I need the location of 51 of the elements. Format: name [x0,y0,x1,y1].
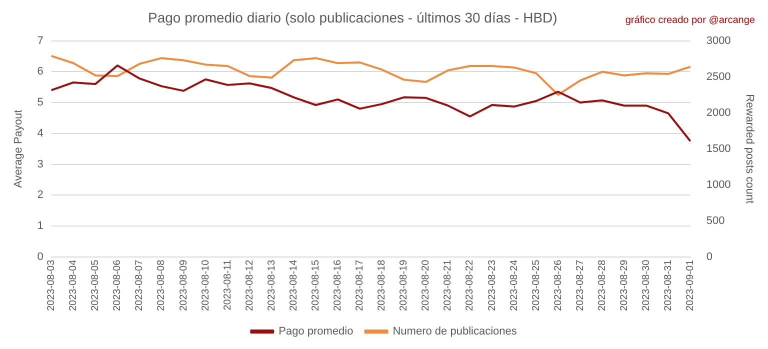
x-tick-label: 2023-08-09 [178,259,190,312]
x-tick-label: 2023-08-25 [530,259,542,312]
x-tick-label: 2023-08-14 [288,259,300,312]
x-tick-label: 2023-08-29 [618,259,630,312]
y-tick-label: 6 [37,66,44,78]
y-tick-label: 4 [37,127,44,140]
x-tick-label: 2023-08-27 [574,259,586,312]
y-tick-label: 2 [37,189,44,202]
y-axis-title: Average Payout [12,110,25,188]
x-tick-label: 2023-08-16 [332,259,344,312]
x-tick-label: 2023-09-01 [685,259,696,312]
y-tick-label: 5 [37,96,44,109]
x-tick-label: 2023-08-12 [244,259,256,312]
x-tick-label: 2023-08-19 [398,259,410,312]
x-tick-label: 2023-08-10 [200,259,212,312]
y2-tick-label: 1500 [706,142,731,155]
x-tick-label: 2023-08-24 [508,259,520,312]
x-tick-label: 2023-08-04 [68,259,80,312]
x-tick-label: 2023-08-22 [464,259,476,312]
y-tick-label: 3 [37,158,44,170]
x-tick-label: 2023-08-31 [663,259,674,312]
x-tick-label: 2023-08-20 [420,259,432,312]
legend-label: Numero de publicaciones [392,326,518,338]
x-tick-label: 2023-08-23 [486,259,498,312]
x-tick-label: 2023-08-26 [552,259,564,312]
x-tick-label: 2023-08-06 [112,259,124,312]
x-tick-label: 2023-08-08 [156,259,168,312]
y2-tick-label: 0 [706,250,712,263]
y-tick-label: 0 [37,250,44,263]
x-tick-label: 2023-08-17 [354,259,366,312]
x-tick-label: 2023-08-21 [442,259,454,312]
y2-tick-label: 3000 [706,34,731,47]
x-tick-label: 2023-08-15 [310,259,322,312]
x-tick-label: 2023-08-30 [641,259,652,312]
x-tick-label: 2023-08-05 [90,259,102,312]
legend-label: Pago promedio [278,326,354,338]
y2-axis-title: Rewarded posts count [743,94,756,204]
text: gráfico creado por @arcange [625,14,756,26]
y2-tick-label: 500 [706,214,725,227]
chart-title: Pago promedio diario (solo publicaciones - últimos 30 días - HBD) [148,9,558,26]
x-tick-label: 2023-08-03 [46,259,58,312]
x-tick-label: 2023-08-28 [596,259,608,312]
x-tick-label: 2023-08-18 [376,259,388,312]
x-tick-label: 2023-08-11 [222,259,234,310]
x-tick-label: 2023-08-13 [266,259,278,312]
y2-tick-label: 1000 [706,178,731,191]
y2-tick-label: 2000 [706,106,731,119]
y-tick-label: 7 [37,34,44,47]
y-tick-label: 1 [37,220,44,232]
x-tick-label: 2023-08-07 [134,259,146,312]
y2-tick-label: 2500 [706,70,731,83]
